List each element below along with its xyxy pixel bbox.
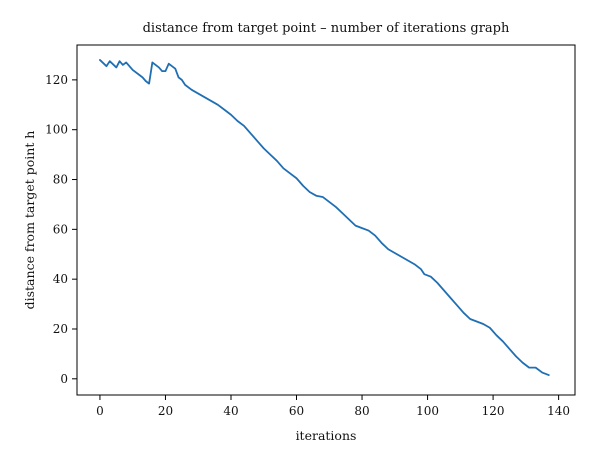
y-tick-label: 60 <box>53 222 68 236</box>
series-line <box>99 59 550 376</box>
x-tick-label: 120 <box>482 404 505 418</box>
x-tick-label: 20 <box>158 404 173 418</box>
y-tick-label: 120 <box>45 73 68 87</box>
x-tick-label: 60 <box>289 404 304 418</box>
plot-area <box>99 59 550 376</box>
x-axis-label: iterations <box>296 428 357 443</box>
x-tick-label: 80 <box>354 404 369 418</box>
x-tick-label: 40 <box>223 404 238 418</box>
y-tick-label: 40 <box>53 272 68 286</box>
y-tick-label: 80 <box>53 173 68 187</box>
x-axis: 0 20 40 60 80 100 120 140 <box>96 395 570 418</box>
plot-frame <box>76 44 576 396</box>
y-tick-label: 20 <box>53 322 68 336</box>
y-axis-label: distance from target point h <box>22 131 37 310</box>
x-tick-label: 100 <box>416 404 439 418</box>
y-axis: 0 20 40 60 80 100 120 <box>45 73 77 386</box>
x-tick-label: 0 <box>96 404 104 418</box>
chart-title: distance from target point – number of i… <box>143 21 510 36</box>
x-tick-label: 140 <box>547 404 570 418</box>
y-tick-label: 100 <box>45 123 68 137</box>
y-tick-label: 0 <box>60 372 68 386</box>
